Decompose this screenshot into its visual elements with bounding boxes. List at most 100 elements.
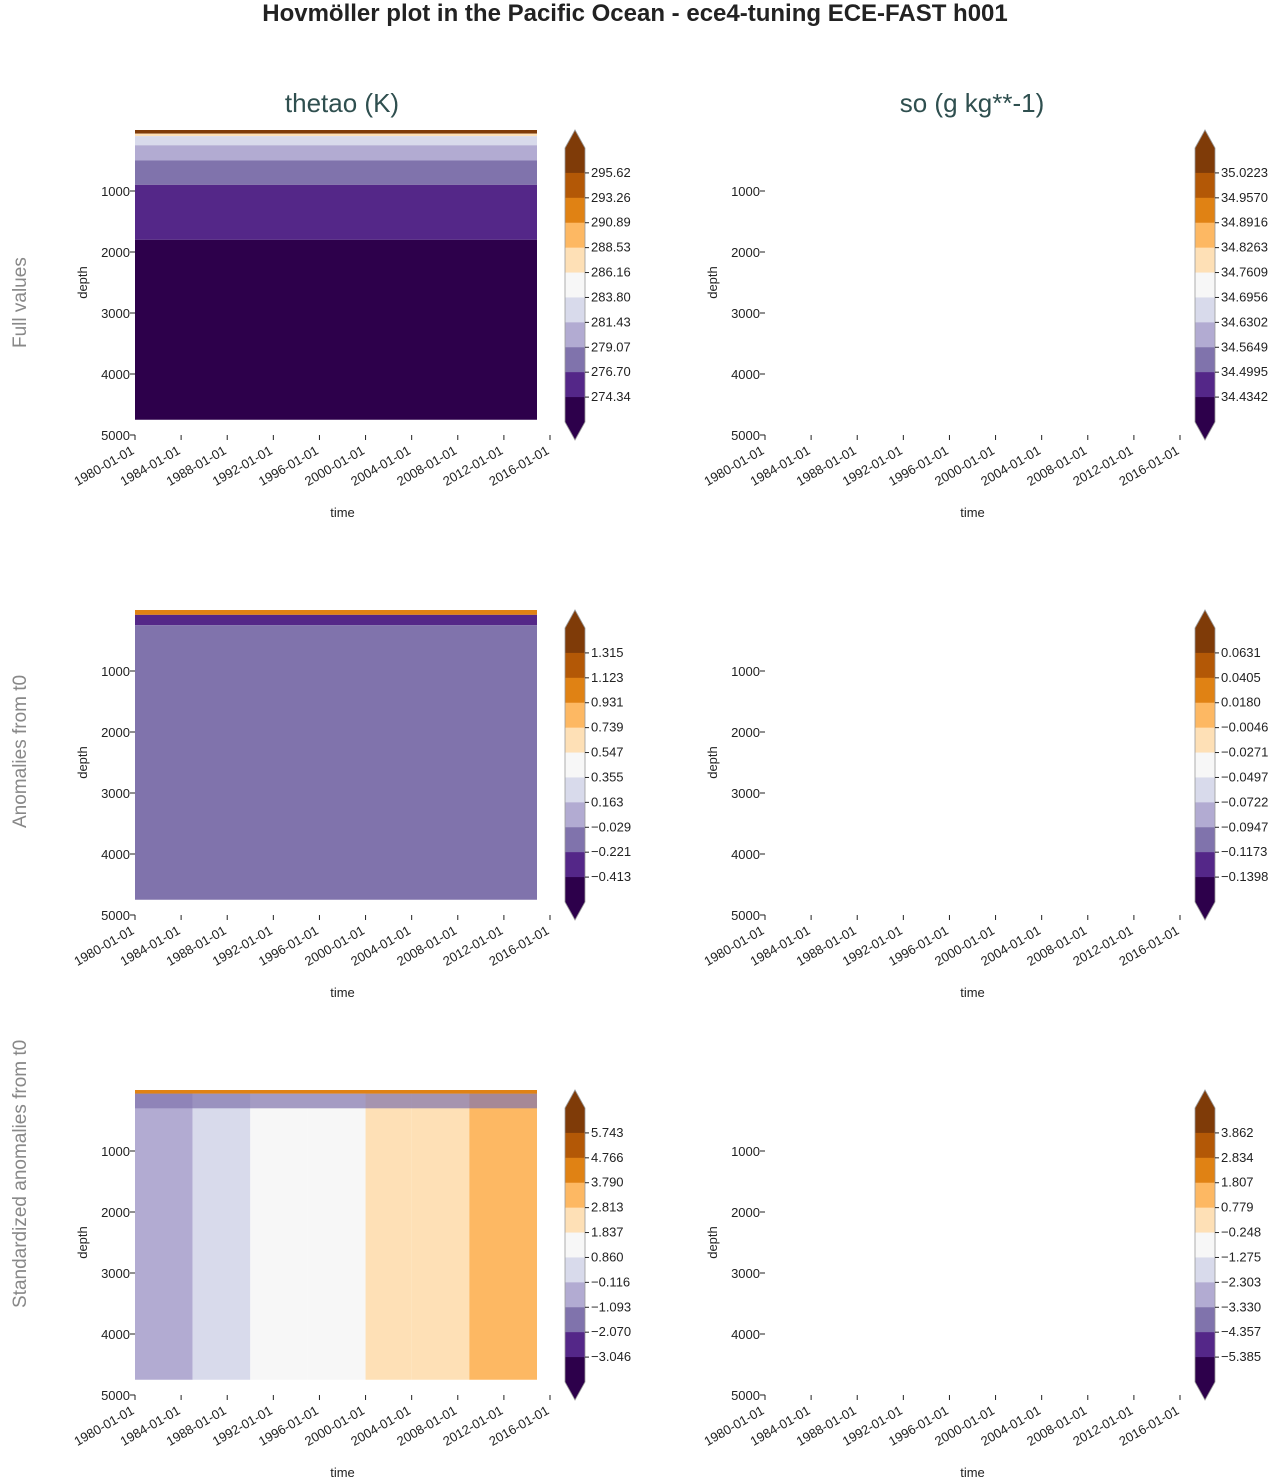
colorbar-segment xyxy=(1195,852,1215,878)
colorbar-extend-bottom xyxy=(1195,1382,1215,1400)
colorbar-segment xyxy=(565,827,585,853)
colorbar-tick-label: 0.163 xyxy=(591,794,624,809)
colorbar-segment xyxy=(1195,372,1215,398)
colorbar-tick-label: 2.834 xyxy=(1221,1150,1254,1165)
panel-so-anom: 100020003000400050001980-01-011984-01-01… xyxy=(701,609,1268,1000)
field-band-3 xyxy=(135,145,537,161)
field-band-1 xyxy=(135,614,537,626)
colorbar-tick-label: −0.029 xyxy=(591,819,631,834)
colorbar-segment xyxy=(1195,397,1215,423)
y-tick-label: 1000 xyxy=(731,184,760,199)
colorbar-tick-label: −4.357 xyxy=(1221,1324,1261,1339)
colorbar-tick-label: 4.766 xyxy=(591,1150,624,1165)
y-tick-label: 2000 xyxy=(731,1205,760,1220)
y-tick-label: 5000 xyxy=(101,908,130,923)
colorbar-segment xyxy=(565,752,585,778)
colorbar-segment xyxy=(1195,1307,1215,1333)
colorbar-tick-label: 286.16 xyxy=(591,265,631,280)
colorbar-segment xyxy=(1195,247,1215,274)
colorbar-outline xyxy=(1194,609,1216,921)
colorbar-tick-label: −0.0947 xyxy=(1221,819,1268,834)
field-band-0 xyxy=(135,1090,193,1380)
colorbar: 5.743 4.766 3.790 2.813 1.837 0.860 −0.116 −1.0… xyxy=(564,1089,631,1401)
colorbar-tick-label: −1.093 xyxy=(591,1299,631,1314)
colorbar-tick-label: 2.813 xyxy=(591,1200,624,1215)
y-tick-label: 2000 xyxy=(101,245,130,260)
colorbar-outline xyxy=(564,609,586,921)
field-band-0 xyxy=(135,130,537,134)
field-band-3 xyxy=(307,1090,366,1380)
colorbar-outline xyxy=(564,129,586,441)
column-title-so: so (g kg**-1) xyxy=(899,88,1045,118)
colorbar-segment xyxy=(565,347,585,373)
colorbar-segment xyxy=(1195,347,1215,373)
colorbar-segment xyxy=(565,1108,585,1134)
colorbar-tick-label: 1.837 xyxy=(591,1225,624,1240)
colorbar-segment xyxy=(1195,1357,1215,1383)
colorbar-segment xyxy=(1195,827,1215,853)
colorbar-segment xyxy=(1195,628,1215,654)
colorbar-segment xyxy=(565,877,585,903)
colorbar-segment xyxy=(565,628,585,654)
y-tick-label: 3000 xyxy=(731,786,760,801)
colorbar-segment xyxy=(1195,1282,1215,1308)
y-tick-label: 5000 xyxy=(731,428,760,443)
colorbar-tick-label: −3.330 xyxy=(1221,1299,1261,1314)
colorbar-tick-label: 34.6302 xyxy=(1221,314,1268,329)
colorbar-segment xyxy=(565,1232,585,1258)
colorbar-segment xyxy=(1195,727,1215,754)
colorbar-segment xyxy=(1195,322,1215,348)
colorbar-segment xyxy=(1195,1108,1215,1134)
colorbar-tick-label: −0.0271 xyxy=(1221,745,1268,760)
y-tick-label: 3000 xyxy=(101,1266,130,1281)
colorbar-segment xyxy=(565,852,585,878)
colorbar-outline xyxy=(1194,1089,1216,1401)
colorbar-tick-label: 0.0180 xyxy=(1221,695,1261,710)
field-band-2 xyxy=(135,625,537,900)
colorbar-tick-label: 34.8263 xyxy=(1221,240,1268,255)
y-axis-label: depth xyxy=(75,1226,90,1259)
colorbar-tick-label: −3.046 xyxy=(591,1349,631,1364)
x-axis-label: time xyxy=(330,985,355,1000)
y-tick-label: 2000 xyxy=(731,245,760,260)
colorbar-segment xyxy=(1195,1257,1215,1283)
colorbar-segment xyxy=(565,1282,585,1308)
colorbar: 295.62 293.26 290.89 288.53 286.16 283.80 281.… xyxy=(564,129,631,441)
colorbar-segment xyxy=(1195,1132,1215,1159)
y-tick-label: 1000 xyxy=(731,1144,760,1159)
colorbar-segment xyxy=(565,247,585,274)
colorbar-segment xyxy=(565,1257,585,1283)
colorbar-tick-label: −0.0497 xyxy=(1221,769,1268,784)
colorbar-tick-label: 34.9570 xyxy=(1221,190,1268,205)
y-axis-label: depth xyxy=(705,266,720,299)
y-tick-label: 3000 xyxy=(101,786,130,801)
y-axis-label: depth xyxy=(705,1226,720,1259)
colorbar-tick-label: 1.315 xyxy=(591,645,624,660)
y-tick-label: 1000 xyxy=(731,664,760,679)
colorbar-outline xyxy=(1194,129,1216,441)
colorbar-segment xyxy=(565,1357,585,1383)
colorbar-tick-label: 34.6956 xyxy=(1221,289,1268,304)
colorbar-extend-bottom xyxy=(565,902,585,920)
colorbar-tick-label: −2.070 xyxy=(591,1324,631,1339)
colorbar-tick-label: 290.89 xyxy=(591,215,631,230)
upper-layer xyxy=(135,1093,537,1109)
colorbar-segment xyxy=(565,372,585,398)
x-axis-label: time xyxy=(330,1465,355,1480)
colorbar-tick-label: 0.779 xyxy=(1221,1200,1254,1215)
colorbar-segment xyxy=(565,322,585,348)
colorbar-tick-label: 34.4342 xyxy=(1221,389,1268,404)
colorbar-segment xyxy=(1195,1232,1215,1258)
colorbar-segment xyxy=(565,1157,585,1184)
y-tick-label: 2000 xyxy=(731,725,760,740)
colorbar-segment xyxy=(1195,172,1215,199)
field-band-1 xyxy=(192,1090,251,1380)
colorbar-segment xyxy=(565,652,585,679)
colorbar-outline xyxy=(564,1089,586,1401)
colorbar-tick-label: 34.8916 xyxy=(1221,215,1268,230)
y-tick-label: 1000 xyxy=(101,184,130,199)
colorbar-tick-label: −0.0722 xyxy=(1221,794,1268,809)
colorbar-segment xyxy=(565,1182,585,1209)
y-tick-label: 5000 xyxy=(731,908,760,923)
